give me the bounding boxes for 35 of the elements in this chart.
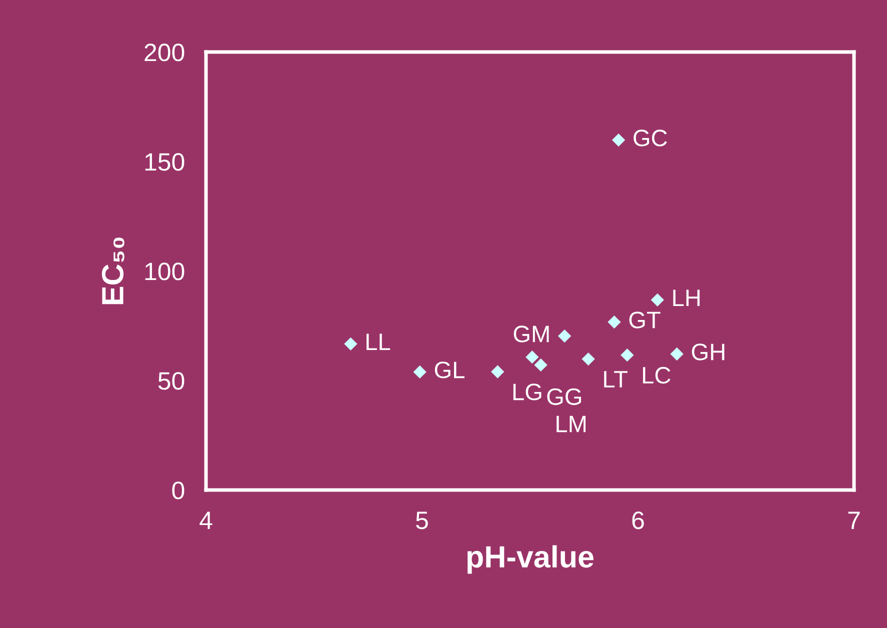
y-tick-label: 50: [158, 372, 184, 390]
annotation: LG: [513, 384, 542, 400]
y-axis-title: EC₅₀: [102, 238, 124, 304]
annotation: LC: [643, 366, 670, 384]
annotation: GH: [692, 344, 724, 360]
point: [413, 365, 426, 379]
x-tick-label: 7: [848, 512, 860, 529]
annotation: GC: [634, 130, 667, 146]
annotation: LT: [604, 371, 628, 388]
x-tick-label: 6: [632, 511, 644, 530]
point: [608, 315, 621, 329]
point: [670, 347, 684, 361]
y-tick-label: 100: [145, 262, 184, 280]
annotation: GM: [514, 326, 549, 342]
x-tick-label: 4: [200, 512, 212, 529]
annotation: GT: [629, 312, 660, 328]
point: [491, 365, 504, 378]
y-tick-label: 150: [145, 153, 184, 171]
point: [650, 293, 664, 306]
point: [344, 337, 358, 351]
y-tick-label: 0: [172, 482, 184, 500]
point: [620, 348, 634, 362]
annotation: GG: [547, 388, 582, 406]
annotation: LH: [673, 290, 700, 306]
y-tick-label: 200: [144, 44, 184, 62]
point: [582, 352, 595, 366]
annotation: LL: [366, 334, 390, 350]
point: [558, 329, 572, 343]
x-axis-title: pH-value: [468, 545, 594, 574]
point: [534, 358, 548, 372]
annotation: LM: [556, 416, 586, 432]
x-tick-label: 5: [416, 512, 428, 530]
point: [526, 350, 539, 364]
annotation: GL: [434, 362, 464, 378]
point: [612, 133, 626, 147]
